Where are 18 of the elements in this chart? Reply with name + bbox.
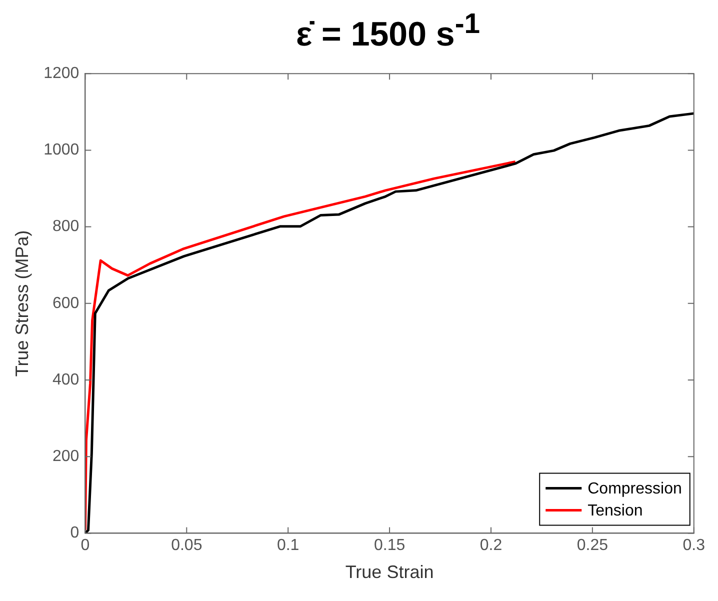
y-tick-label: 400: [52, 371, 80, 388]
x-tick-label: 0.3: [682, 537, 706, 554]
y-tick-label: 600: [52, 294, 80, 312]
x-tick-label: 0.05: [171, 537, 202, 554]
legend-label: Tension: [588, 502, 643, 520]
y-tick-label: 800: [52, 218, 80, 236]
x-tick-label: 0.25: [576, 537, 608, 554]
y-tick-label: 1000: [44, 142, 80, 159]
legend-label: Compression: [588, 480, 682, 498]
y-axis-title: True Stress (MPa): [12, 230, 32, 377]
x-tick-label: 0.2: [480, 537, 502, 554]
x-tick-label: 0.15: [374, 537, 406, 554]
x-axis-title: True Strain: [345, 562, 434, 582]
x-tick-label: 0.1: [276, 537, 300, 554]
y-tick-label: 200: [52, 448, 80, 466]
chart-title: ε̇ = 1500 s$^{-1}$: [294, 8, 482, 56]
y-tick-label: 0: [70, 524, 80, 542]
y-tick-label: 1200: [44, 65, 80, 82]
